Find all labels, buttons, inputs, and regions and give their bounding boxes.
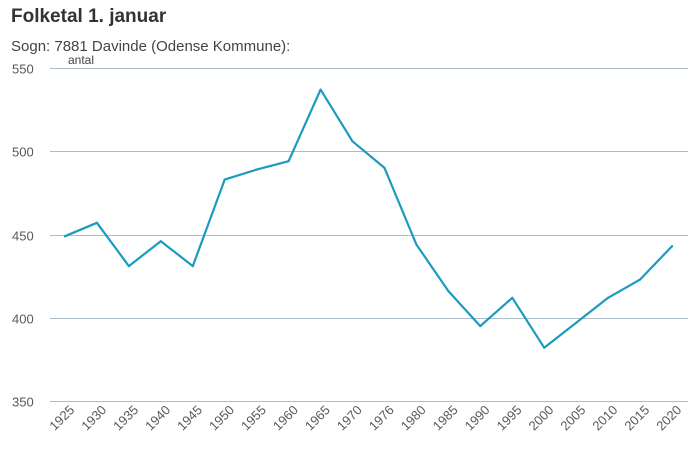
x-tick-label: 2005 xyxy=(557,402,588,433)
x-tick-label: 1935 xyxy=(110,402,141,433)
y-tick-label: 450 xyxy=(12,229,34,244)
data-point xyxy=(383,166,386,169)
data-point xyxy=(639,278,642,281)
x-tick-label: 1925 xyxy=(46,402,77,433)
data-point xyxy=(223,178,226,181)
chart-subtitle: Sogn: 7881 Davinde (Odense Kommune): xyxy=(11,38,291,55)
y-tick-label: 350 xyxy=(12,395,34,410)
data-point xyxy=(415,243,418,246)
data-point xyxy=(95,221,98,224)
data-point xyxy=(255,168,258,171)
x-tick-label: 1995 xyxy=(494,402,525,433)
data-point xyxy=(670,245,674,248)
data-point xyxy=(607,296,610,299)
data-point xyxy=(543,346,546,349)
x-tick-label: 1955 xyxy=(238,402,269,433)
data-point xyxy=(447,290,450,293)
chart-title: Folketal 1. januar xyxy=(11,6,167,27)
data-point xyxy=(511,296,514,299)
data-point xyxy=(159,240,162,243)
x-tick-label: 1980 xyxy=(398,402,429,433)
x-tick-label: 2015 xyxy=(621,402,652,433)
x-tick-label: 1990 xyxy=(462,402,493,433)
data-point xyxy=(319,88,322,91)
x-tick-label: 1970 xyxy=(334,402,365,433)
x-tick-label: 1930 xyxy=(78,402,109,433)
data-point xyxy=(479,325,482,328)
series-layer xyxy=(63,88,674,349)
y-tick-label: 500 xyxy=(12,145,34,160)
x-tick-label: 1985 xyxy=(430,402,461,433)
x-tick-label: 1945 xyxy=(174,402,205,433)
gridlines xyxy=(50,68,688,402)
data-point xyxy=(575,321,578,324)
x-tick-label: 1940 xyxy=(142,402,173,433)
x-tick-label: 1950 xyxy=(206,402,237,433)
series-line xyxy=(63,88,674,349)
x-tick-label: 2010 xyxy=(589,402,620,433)
x-axis-ticks: 1925 1930 1935 1940 1945 1950 1955 1960 1965 1970… xyxy=(46,402,684,433)
data-point xyxy=(351,140,354,143)
x-tick-label: 1960 xyxy=(270,402,301,433)
y-tick-label: 550 xyxy=(12,62,34,77)
data-point xyxy=(63,235,67,238)
y-tick-label: 400 xyxy=(12,312,34,327)
data-point xyxy=(287,160,290,163)
x-tick-label: 1976 xyxy=(366,402,397,433)
y-axis-ticks: 350 400 450 500 550 xyxy=(12,62,34,410)
data-point xyxy=(127,265,130,268)
y-axis-unit-label: antal xyxy=(68,53,95,67)
x-tick-label: 1965 xyxy=(302,402,333,433)
x-tick-label: 2020 xyxy=(653,402,684,433)
x-tick-label: 2000 xyxy=(525,402,556,433)
data-point xyxy=(191,265,194,268)
